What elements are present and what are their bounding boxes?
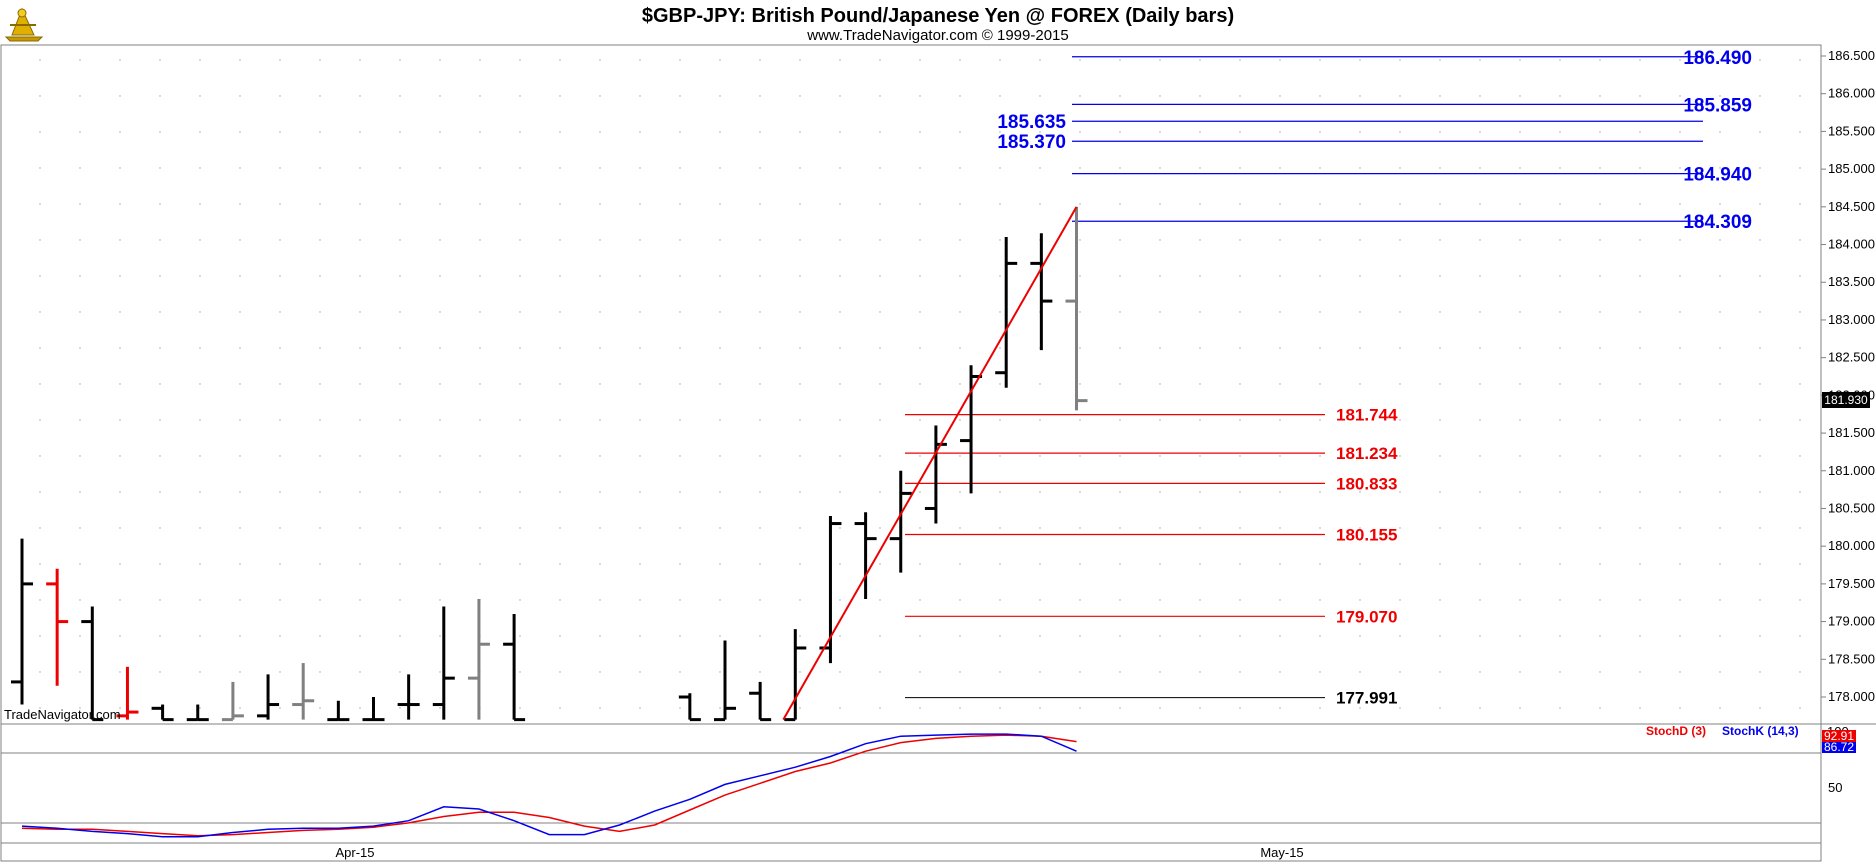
- price-tick-label: 179.500: [1828, 576, 1875, 591]
- ohlc-bar: [889, 470, 912, 573]
- ohlc-bar: [819, 516, 842, 664]
- ohlc-bar: [46, 568, 69, 686]
- price-axis-ticks: 178.000 178.500 179.000 179.500 180.000 180.5…: [1821, 48, 1875, 704]
- lower-level-label: 179.070: [1336, 607, 1397, 626]
- price-tick-label: 182.500: [1828, 350, 1875, 365]
- ohlc-bar: [503, 614, 526, 722]
- ohlc-bar: [714, 640, 736, 722]
- ohlc-bar: [467, 598, 490, 720]
- ohlc-bar: [432, 606, 455, 720]
- price-tick-label: 184.500: [1828, 199, 1875, 214]
- last-price-label: 181.930: [1824, 393, 1868, 407]
- price-tick-label: 179.000: [1828, 614, 1875, 629]
- price-tick-label: 184.000: [1828, 237, 1875, 252]
- x-label-apr: Apr-15: [335, 845, 374, 860]
- price-tick-label: 178.500: [1828, 651, 1875, 666]
- price-tick-label: 185.000: [1828, 161, 1875, 176]
- upper-level-label: 186.490: [1683, 48, 1752, 69]
- ohlc-bar: [678, 693, 701, 722]
- ohlc-bar: [1065, 206, 1088, 411]
- price-tick-label: 186.500: [1828, 48, 1875, 63]
- price-tick-label: 178.000: [1828, 689, 1875, 704]
- stoch-k-badge-label: 86.72: [1824, 740, 1854, 754]
- price-tick-label: 186.000: [1828, 86, 1875, 101]
- base-level-label: 177.991: [1336, 689, 1397, 708]
- stoch-k-legend: StochK (14,3): [1722, 724, 1799, 738]
- stoch-d-line: [21, 734, 1077, 837]
- chart-title: $GBP-JPY: British Pound/Japanese Yen @ F…: [642, 5, 1234, 27]
- price-tick-label: 181.500: [1828, 425, 1875, 440]
- ohlc-bar: [362, 697, 385, 722]
- chart-subtitle: www.TradeNavigator.com © 1999-2015: [806, 27, 1068, 44]
- stoch-d-badge: [1822, 730, 1856, 742]
- ohlc-bar: [784, 629, 807, 722]
- upper-level-label: 184.309: [1683, 212, 1752, 233]
- upper-level-label: 185.635: [997, 112, 1066, 133]
- grid-dots: [39, 59, 1801, 709]
- ohlc-bar: [186, 704, 209, 722]
- upper-level-label: 184.940: [1683, 165, 1752, 186]
- price-tick-label: 180.500: [1828, 500, 1875, 515]
- stoch-k-line: [21, 733, 1077, 838]
- stoch-d-badge-label: 92.91: [1824, 729, 1854, 743]
- ohlc-bar: [960, 365, 983, 494]
- lower-level-label: 180.833: [1336, 474, 1397, 493]
- ohlc-bar: [257, 674, 280, 720]
- lower-level-label: 181.234: [1336, 444, 1398, 463]
- ohlc-bar: [995, 236, 1018, 388]
- trade-navigator-logo: [4, 7, 44, 42]
- trend-line: [782, 206, 1078, 721]
- upper-level-label: 185.370: [997, 132, 1066, 153]
- lower-level-label: 181.744: [1336, 406, 1398, 425]
- ohlc-bar: [81, 606, 104, 722]
- x-label-may: May-15: [1260, 845, 1303, 860]
- stoch-50-label: 50: [1828, 780, 1842, 795]
- ohlc-bars: [11, 206, 1088, 722]
- last-price-badge: [1822, 392, 1870, 408]
- price-tick-label: 183.000: [1828, 312, 1875, 327]
- lower-level-label: 180.155: [1336, 525, 1397, 544]
- price-tick-label: 185.500: [1828, 123, 1875, 138]
- price-tick-label: 183.500: [1828, 274, 1875, 289]
- ohlc-bar: [749, 681, 772, 722]
- upper-level-label: 185.859: [1683, 95, 1752, 116]
- ohlc-bar: [327, 700, 350, 722]
- ohlc-bar: [1030, 233, 1053, 351]
- price-tick-label: 181.000: [1828, 463, 1875, 478]
- stoch-d-legend: StochD (3): [1646, 724, 1706, 738]
- ohlc-bar: [292, 663, 315, 720]
- ohlc-bar: [854, 512, 877, 599]
- ohlc-bar: [11, 538, 33, 705]
- ohlc-bar: [116, 666, 139, 720]
- price-tick-label: 180.000: [1828, 538, 1875, 553]
- ohlc-bar: [397, 674, 420, 720]
- ohlc-bar: [221, 681, 244, 722]
- stoch-k-badge: [1822, 742, 1856, 753]
- ohlc-bar: [151, 704, 174, 722]
- watermark: TradeNavigator.com: [4, 707, 121, 722]
